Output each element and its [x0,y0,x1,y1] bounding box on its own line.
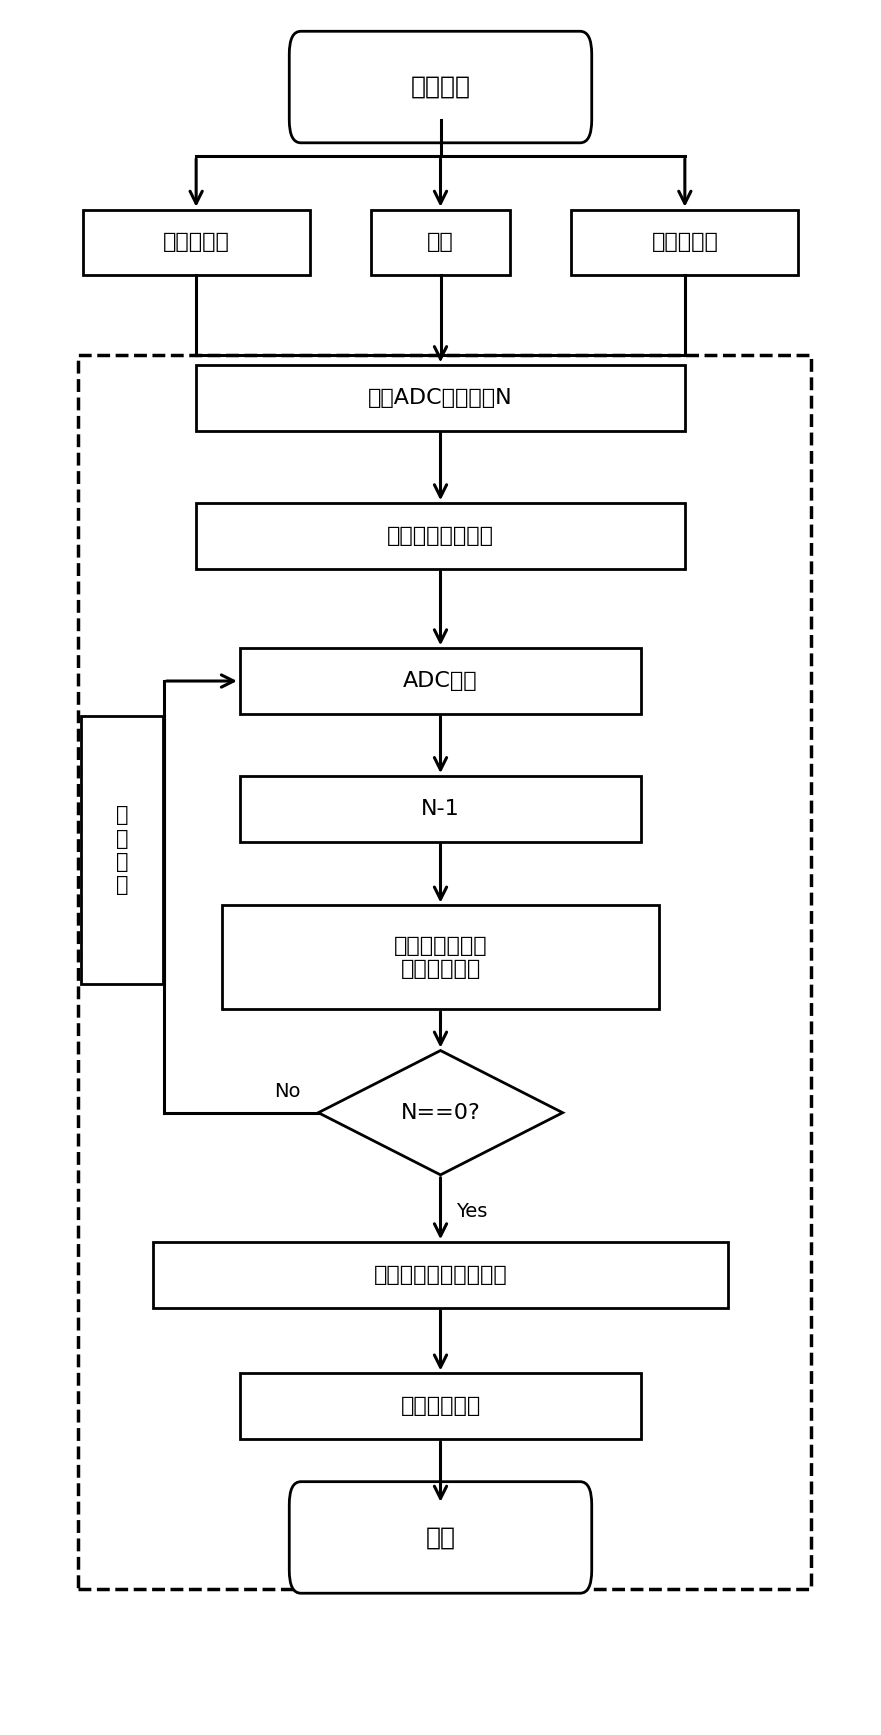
Text: ADC采集: ADC采集 [403,671,478,691]
Text: 关闭供电开关: 关闭供电开关 [400,1397,481,1416]
Text: Yes: Yes [456,1202,487,1221]
Text: 随
机
延
迟: 随 机 延 迟 [115,805,129,895]
Text: 随机数位数: 随机数位数 [163,232,230,253]
Text: 根据随机数级别
生成真随机数: 根据随机数级别 生成真随机数 [394,935,487,979]
Text: 开启熵源供电开关: 开启熵源供电开关 [387,526,494,547]
Text: 结束: 结束 [426,1525,455,1549]
FancyBboxPatch shape [196,503,685,569]
FancyBboxPatch shape [222,906,659,1010]
FancyBboxPatch shape [240,649,641,713]
Text: 发送随机数给应用模块: 发送随机数给应用模块 [374,1265,507,1286]
Polygon shape [318,1050,563,1175]
Text: 计算ADC采集次数N: 计算ADC采集次数N [368,389,513,408]
FancyBboxPatch shape [196,364,685,430]
Text: N-1: N-1 [421,798,460,819]
FancyBboxPatch shape [289,31,592,142]
Text: No: No [274,1083,301,1102]
Text: 随机数级别: 随机数级别 [651,232,718,253]
FancyBboxPatch shape [80,717,164,984]
FancyBboxPatch shape [371,210,510,276]
FancyBboxPatch shape [240,1374,641,1438]
FancyBboxPatch shape [152,1242,729,1308]
FancyBboxPatch shape [240,776,641,841]
FancyBboxPatch shape [572,210,798,276]
Text: N==0?: N==0? [401,1103,480,1123]
FancyBboxPatch shape [289,1482,592,1593]
Text: 使能: 使能 [427,232,454,253]
Text: 应用模块: 应用模块 [411,75,470,99]
FancyBboxPatch shape [83,210,309,276]
